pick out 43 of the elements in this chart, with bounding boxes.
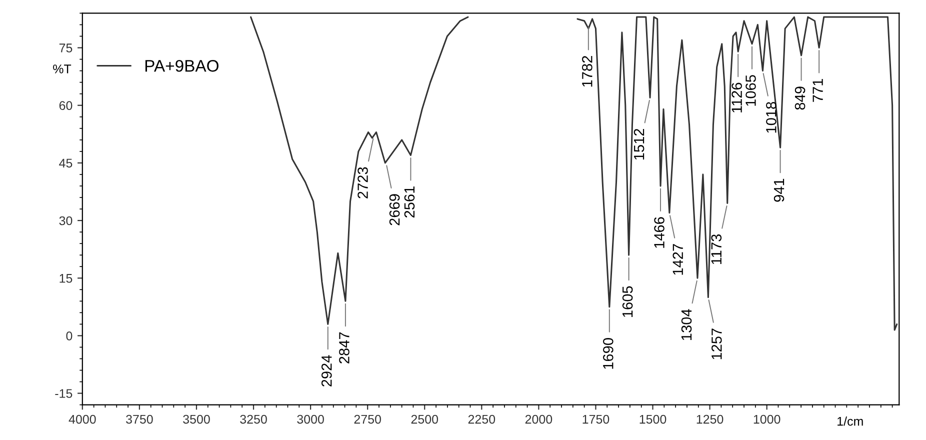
x-tick-label: 2750 bbox=[354, 414, 381, 424]
x-tick-label: 1750 bbox=[582, 414, 610, 424]
annotation: 1466 bbox=[654, 217, 664, 248]
y-tick-label: 45 bbox=[59, 158, 72, 168]
annotation: 1782 bbox=[582, 56, 592, 87]
x-tick-label: 1500 bbox=[640, 414, 666, 424]
x-tick-label: 4000 bbox=[68, 414, 96, 424]
annotation: 771 bbox=[812, 79, 823, 102]
annotation: 2669 bbox=[389, 194, 400, 226]
annotation: 1257 bbox=[712, 328, 722, 360]
y-tick-label: 30 bbox=[59, 216, 72, 226]
annotation: 1173 bbox=[711, 234, 722, 264]
x-tick-label: 2000 bbox=[525, 414, 552, 424]
annotation: 849 bbox=[794, 86, 806, 110]
x-tick-label: 1000 bbox=[754, 414, 780, 424]
y-tick-label: 15 bbox=[60, 274, 72, 283]
y-axis-title: %T bbox=[53, 64, 72, 74]
x-tick-label: 3250 bbox=[240, 414, 267, 424]
annotation: 941 bbox=[774, 178, 784, 202]
annotation: 1065 bbox=[746, 75, 756, 106]
x-tick-label: 3500 bbox=[183, 414, 210, 424]
annotation: 1427 bbox=[672, 244, 683, 275]
annotation: 2847 bbox=[339, 332, 350, 364]
y-tick-label: 60 bbox=[59, 101, 72, 110]
annotation: 1018 bbox=[766, 102, 776, 133]
annotation: 2723 bbox=[358, 167, 368, 198]
annotation: 1126 bbox=[732, 82, 742, 112]
annotation: 1304 bbox=[681, 309, 692, 340]
x-tick-label: 2500 bbox=[411, 414, 438, 424]
y-tick-label: 75 bbox=[59, 44, 72, 52]
annotation: 1512 bbox=[634, 128, 644, 160]
annotation: 2924 bbox=[321, 355, 332, 386]
y-tick-label: 0 bbox=[66, 331, 72, 340]
annotation: 1690 bbox=[603, 338, 614, 369]
x-tick-label: 3000 bbox=[297, 414, 324, 424]
x-axis-title: 1/cm bbox=[838, 416, 863, 426]
annotation: 1605 bbox=[622, 286, 633, 317]
y-tick-label: -15 bbox=[55, 389, 72, 398]
x-tick-label: 2250 bbox=[468, 414, 496, 424]
annotation: 2561 bbox=[404, 186, 415, 218]
legend-label: PA+9BAO bbox=[145, 60, 218, 72]
x-tick-label: 1250 bbox=[696, 414, 724, 424]
x-tick-label: 3750 bbox=[126, 414, 153, 424]
